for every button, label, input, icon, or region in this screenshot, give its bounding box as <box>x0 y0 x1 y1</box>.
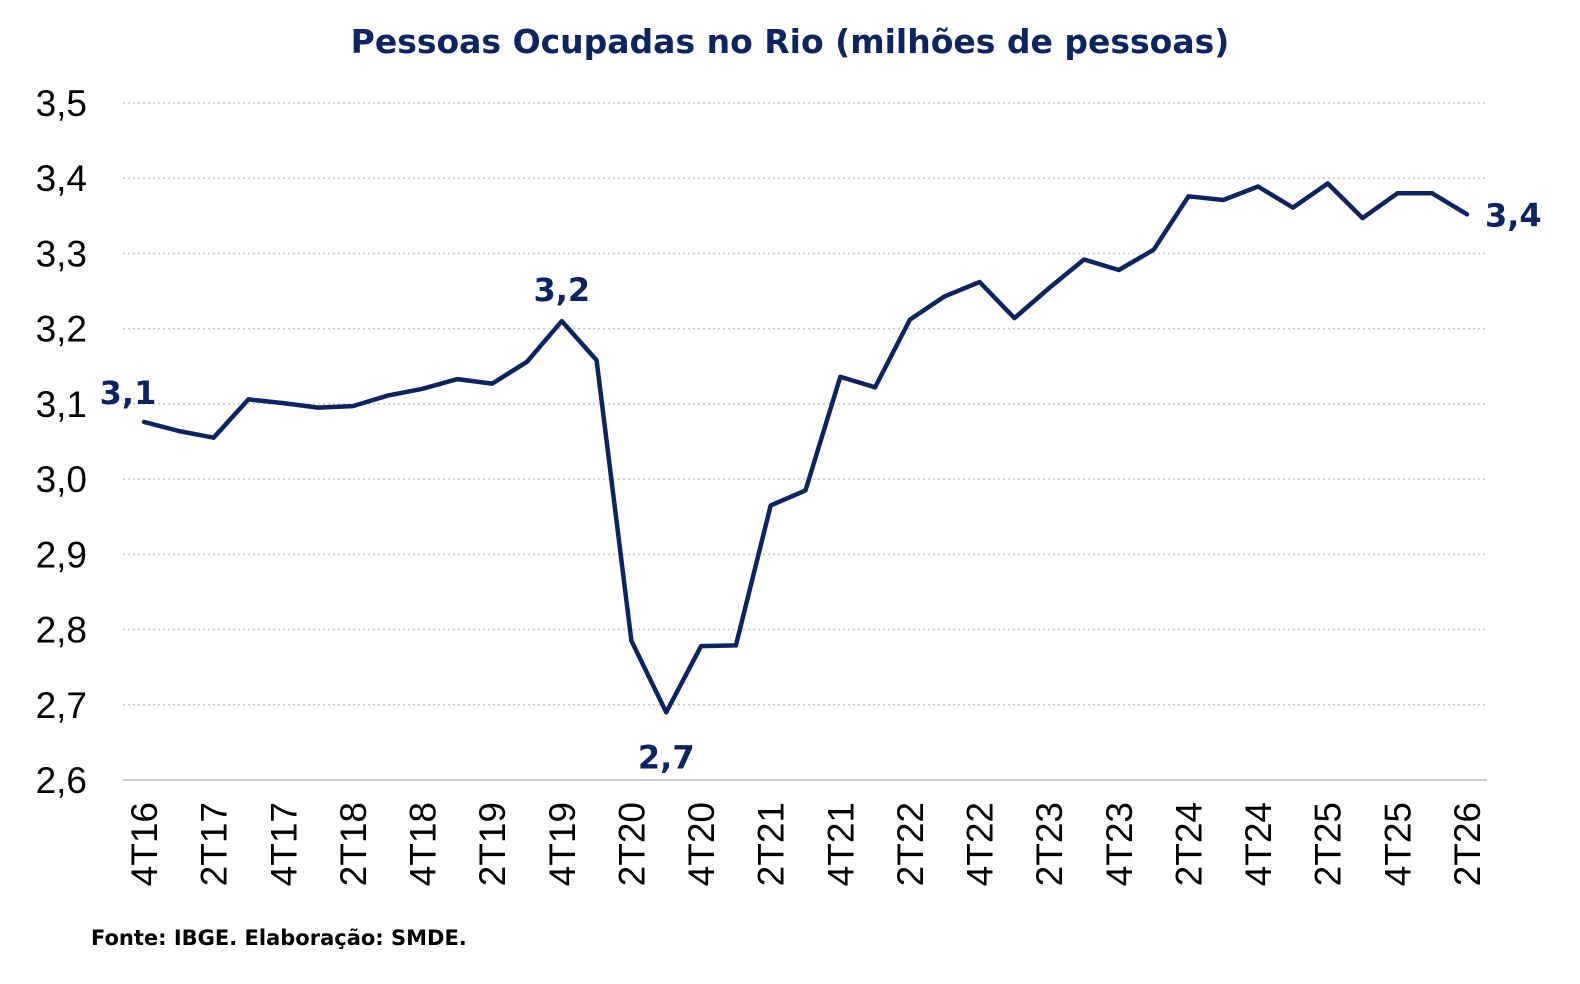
series-line <box>141 181 1470 715</box>
y-tick-label: 3,0 <box>36 459 87 500</box>
data-label: 2,7 <box>638 738 695 776</box>
x-tick-label: 4T23 <box>1099 802 1140 886</box>
x-tick-label: 4T24 <box>1238 802 1279 886</box>
x-tick-label: 4T16 <box>124 802 165 886</box>
x-tick-label: 2T20 <box>611 802 652 886</box>
x-tick-label: 2T24 <box>1168 802 1209 886</box>
y-tick-label: 3,1 <box>36 384 87 425</box>
y-tick-label: 3,2 <box>36 309 87 350</box>
x-tick-label: 2T19 <box>472 802 513 886</box>
y-tick-label: 3,3 <box>36 233 87 274</box>
y-tick-label: 2,6 <box>36 760 87 801</box>
y-tick-label: 2,8 <box>36 610 87 651</box>
x-tick-label: 4T19 <box>542 802 583 886</box>
y-tick-label: 2,7 <box>36 685 87 726</box>
x-tick-label: 2T17 <box>194 802 235 886</box>
x-tick-label: 2T26 <box>1447 802 1488 886</box>
x-tick-label: 4T17 <box>263 802 304 886</box>
x-tick-label: 2T18 <box>333 802 374 886</box>
data-label: 3,2 <box>533 271 590 309</box>
data-label: 3,1 <box>100 374 157 412</box>
y-tick-label: 2,9 <box>36 534 87 575</box>
x-tick-label: 2T25 <box>1308 802 1349 886</box>
source-note: Fonte: IBGE. Elaboração: SMDE. <box>91 926 467 950</box>
chart-title: Pessoas Ocupadas no Rio (milhões de pess… <box>350 22 1230 61</box>
y-tick-label: 3,5 <box>36 83 87 124</box>
data-labels: 3,1 3,2 2,7 3,4 <box>100 196 1542 776</box>
x-tick-label: 4T20 <box>681 802 722 886</box>
x-tick-label: 4T22 <box>960 802 1001 886</box>
x-tick-label: 4T21 <box>820 802 861 886</box>
x-tick-label: 4T25 <box>1377 802 1418 886</box>
x-axis-tick-labels: 4T16 2T17 4T17 2T18 4T18 2T19 4T19 2T20 4T20 2T21… <box>124 802 1488 886</box>
x-tick-label: 2T22 <box>890 802 931 886</box>
x-tick-label: 4T18 <box>403 802 444 886</box>
gridlines <box>123 102 1487 706</box>
x-tick-label: 2T21 <box>751 802 792 886</box>
y-axis-tick-labels: 3,5 3,4 3,3 3,2 3,1 3,0 2,9 2,8 2,7 2,6 <box>36 83 87 801</box>
y-tick-label: 3,4 <box>36 158 87 199</box>
x-tick-label: 2T23 <box>1029 802 1070 886</box>
data-label: 3,4 <box>1485 196 1542 234</box>
